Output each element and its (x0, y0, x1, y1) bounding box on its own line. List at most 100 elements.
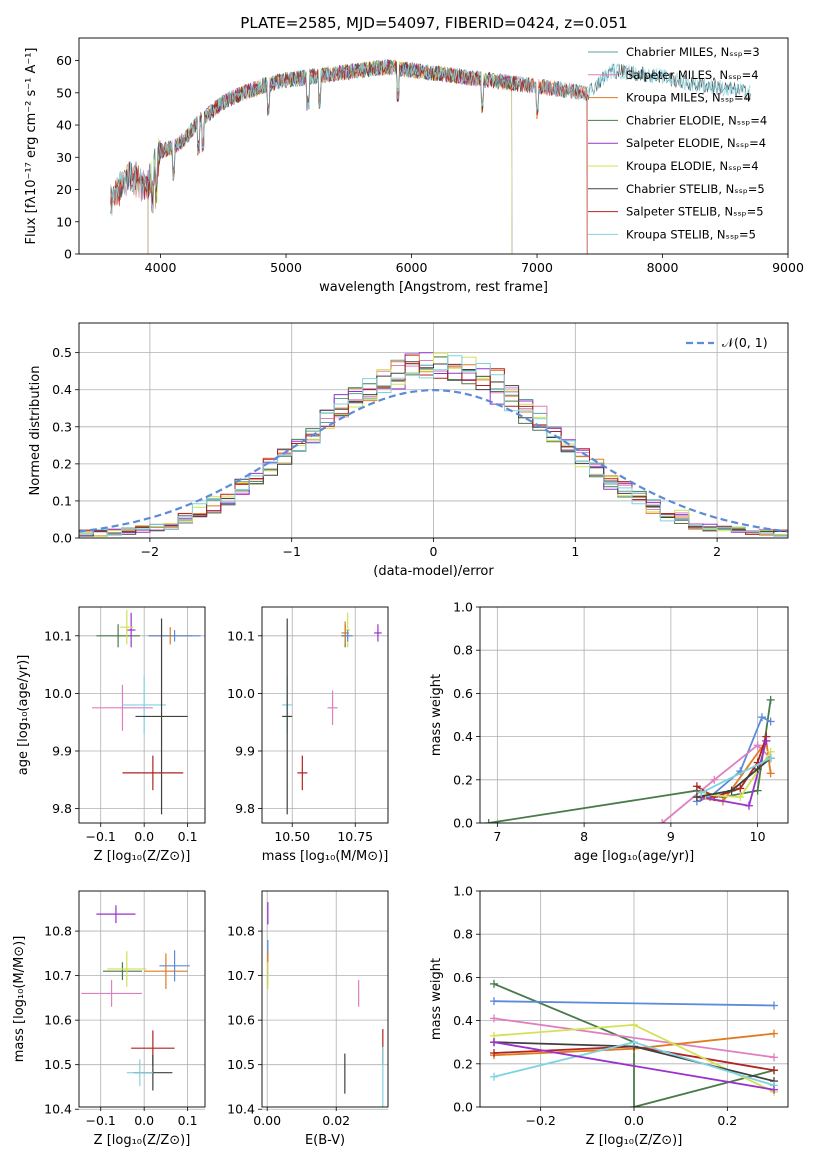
spectrum-legend-label: Chabrier STELIB, Nₛₛₚ=5 (626, 182, 765, 196)
age-vs-mass-frame (261, 606, 389, 824)
spectrum-legend-label: Salpeter ELODIE, Nₛₛₚ=4 (626, 136, 766, 150)
residuals-xlabel: (data-model)/error (373, 564, 494, 579)
mass-weight-vs-age-xlabel: age [log₁₀(age/yr)] (574, 849, 695, 864)
mass-vs-z-xlabel: Z [log₁₀(Z/Z⊙)] (94, 1133, 191, 1148)
mass-vs-ebv-xtick-label: 0.02 (322, 1113, 350, 1128)
spectrum-ytick-label: 0 (64, 247, 72, 262)
residuals-ytick-label: 0.3 (52, 419, 72, 434)
mass-weight-vs-age-series-line (700, 757, 772, 794)
mass-vs-ebv-frame-group: 0.00 0.02 10.4 10.5 10.6 10.7 10.8 E(B-V) (227, 890, 389, 1148)
age-vs-mass-xtick-label: 10.75 (337, 829, 373, 844)
mass-vs-z-chart: −0.1 0.0 0.1 10.4 10.5 10.6 10.7 10.8 Z [log₁₀(Z… (12, 890, 206, 1148)
mass-weight-vs-age-ytick-label: 0.2 (453, 772, 473, 787)
age-vs-mass-xlabel: mass [log₁₀(M/M⊙)] (262, 849, 389, 864)
spectrum-series-line (147, 59, 513, 254)
spectrum-legend-label: Chabrier MILES, Nₛₛₚ=3 (626, 45, 760, 59)
spectrum-ytick-label: 20 (56, 182, 72, 197)
mass-weight-vs-age-plot-area (484, 695, 775, 823)
mass-weight-vs-z-series-line (493, 1000, 775, 1007)
residuals-xtick-label: 0 (430, 544, 438, 559)
mass-vs-ebv-frame (261, 890, 389, 1108)
age-vs-z-xtick-label: 0.1 (178, 829, 198, 844)
mass-vs-z-xtick-label: 0.1 (178, 1113, 198, 1128)
age-vs-mass-ytick-label: 10.1 (227, 628, 255, 643)
spectrum-plot-area (110, 58, 751, 254)
mass-vs-z-frame-group: −0.1 0.0 0.1 10.4 10.5 10.6 10.7 10.8 Z [log₁₀(Z… (12, 890, 206, 1148)
age-vs-z-frame (78, 606, 206, 824)
spectrum-ytick-label: 40 (56, 118, 72, 133)
spectrum-xtick-label: 4000 (145, 260, 177, 275)
age-vs-mass-xtick-label: 10.50 (274, 829, 310, 844)
spectrum-frame (78, 37, 789, 255)
residuals-xtick-label: −1 (282, 544, 300, 559)
mass-weight-vs-z-chart: −0.2 0.0 0.2 0.0 0.2 0.4 0.6 0.8 1.0 Z [log₁₀(Z/Z… (429, 884, 789, 1148)
residual-histogram (79, 355, 788, 537)
mass-weight-vs-age-ytick-label: 0.4 (453, 729, 473, 744)
mass-weight-vs-age-ytick-label: 0.6 (453, 686, 473, 701)
mass-weight-vs-age-ytick-label: 0.8 (453, 643, 473, 658)
spectrum-frame-group: 4000 5000 6000 7000 8000 9000 0 10 20 30 40 50 60 wav… (24, 37, 804, 295)
age-vs-mass-chart: 10.50 10.75 9.8 9.9 10.0 10.1 mass [log₁₀(M/M⊙… (227, 606, 389, 864)
residuals-xtick-label: 2 (713, 544, 721, 559)
spectrum-xtick-label: 6000 (396, 260, 428, 275)
mass-weight-vs-z-series-line (493, 983, 775, 1107)
spectrum-ylabel: Flux [fλ10⁻¹⁷ erg cm⁻² s⁻¹ A⁻¹] (24, 48, 39, 245)
age-vs-z-plot-area (92, 609, 201, 815)
residuals-frame-group: −2 −1 0 1 2 0.0 0.1 0.2 0.3 0.4 0.5 (data-model)/er… (28, 322, 789, 579)
mass-vs-z-ytick-label: 10.4 (44, 1102, 72, 1117)
age-vs-z-xtick-label: 0.0 (134, 829, 154, 844)
mass-weight-vs-z-xtick-label: −0.2 (525, 1113, 555, 1128)
spectrum-legend-label: Salpeter MILES, Nₛₛₚ=4 (626, 68, 759, 82)
mass-weight-vs-age-xtick-label: 8 (580, 829, 588, 844)
mass-vs-z-xtick-label: −0.1 (86, 1113, 116, 1128)
mass-weight-vs-age-xtick-label: 9 (667, 829, 675, 844)
spectrum-xtick-label: 9000 (772, 260, 804, 275)
mass-vs-z-plot-area (81, 905, 190, 1091)
mass-weight-vs-age-ytick-label: 0.0 (453, 816, 473, 831)
spectrum-xlabel: wavelength [Angstrom, rest frame] (319, 280, 548, 295)
mass-weight-vs-z-xtick-label: 0.0 (624, 1113, 644, 1128)
residuals-xtick-label: −2 (141, 544, 159, 559)
mass-vs-z-xtick-label: 0.0 (134, 1113, 154, 1128)
mass-weight-vs-age-chart: 7 8 9 10 0.0 0.2 0.4 0.6 0.8 1.0 age [log₁₀(age/yr… (429, 600, 789, 864)
spectrum-legend-label: Kroupa ELODIE, Nₛₛₚ=4 (626, 159, 759, 173)
spectrum-legend-label: Salpeter STELIB, Nₛₛₚ=5 (626, 205, 764, 219)
age-vs-mass-ytick-label: 10.0 (227, 686, 255, 701)
spectrum-legend-label: Chabrier ELODIE, Nₛₛₚ=4 (626, 113, 767, 127)
normal-curve (79, 388, 788, 533)
mass-weight-vs-z-series-line (493, 1041, 775, 1091)
spectrum-xtick-label: 5000 (270, 260, 302, 275)
spectrum-series-line (110, 61, 588, 254)
mass-vs-z-ylabel: mass [log₁₀(M/M⊙)] (12, 936, 27, 1063)
mass-weight-vs-z-frame-group: −0.2 0.0 0.2 0.0 0.2 0.4 0.6 0.8 1.0 Z [log₁₀(Z/Z… (429, 884, 789, 1148)
mass-vs-ebv-ytick-label: 10.8 (227, 924, 255, 939)
mass-weight-vs-z-ytick-label: 0.4 (453, 1013, 473, 1028)
age-vs-z-xtick-label: −0.1 (86, 829, 116, 844)
residuals-ytick-label: 0.4 (52, 382, 72, 397)
spectrum-xtick-label: 7000 (521, 260, 553, 275)
age-vs-z-ylabel: age [log₁₀(age/yr)] (16, 655, 31, 776)
spectrum-xtick-label: 8000 (647, 260, 679, 275)
age-vs-mass-frame-group: 10.50 10.75 9.8 9.9 10.0 10.1 mass [log₁₀(M/M⊙… (227, 606, 389, 864)
age-vs-z-ytick-label: 10.0 (44, 686, 72, 701)
mass-vs-z-ytick-label: 10.6 (44, 1013, 72, 1028)
age-vs-mass-ytick-label: 9.8 (235, 801, 255, 816)
mass-weight-vs-age-frame (479, 606, 789, 824)
mass-weight-vs-z-ytick-label: 1.0 (453, 884, 473, 899)
residuals-xtick-label: 1 (571, 544, 579, 559)
spectrum-legend-label: Kroupa MILES, Nₛₛₚ=4 (626, 91, 751, 105)
age-vs-mass-ytick-label: 9.9 (235, 744, 255, 759)
residuals-plot-area (79, 352, 788, 537)
age-vs-mass-plot-area (282, 612, 382, 815)
mass-vs-ebv-xtick-label: 0.00 (253, 1113, 281, 1128)
spectrum-series-line (147, 59, 513, 254)
spectrum-chart: 4000 5000 6000 7000 8000 9000 0 10 20 30 40 50 60 wav… (24, 37, 804, 295)
spectrum-ytick-label: 30 (56, 150, 72, 165)
age-vs-z-frame-group: −0.1 0.0 0.1 9.8 9.9 10.0 10.1 Z [log₁₀(Z/Z⊙)] a… (16, 606, 206, 864)
residuals-ytick-label: 0.2 (52, 456, 72, 471)
mass-vs-z-ytick-label: 10.5 (44, 1057, 72, 1072)
residuals-ytick-label: 0.1 (52, 493, 72, 508)
residuals-chart: −2 −1 0 1 2 0.0 0.1 0.2 0.3 0.4 0.5 (data-model)/er… (28, 322, 789, 579)
residual-legend-label: 𝒩(0, 1) (722, 335, 768, 350)
